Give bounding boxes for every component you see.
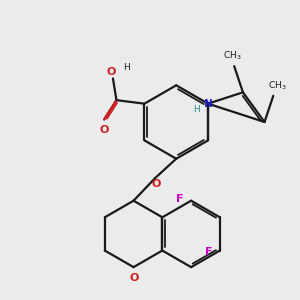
Text: H: H <box>194 106 200 115</box>
Text: CH$_3$: CH$_3$ <box>268 79 287 92</box>
Text: H: H <box>123 63 130 72</box>
Text: F: F <box>205 247 212 257</box>
Text: O: O <box>152 179 161 189</box>
Text: O: O <box>100 125 109 135</box>
Text: O: O <box>130 273 139 283</box>
Text: N: N <box>204 99 212 109</box>
Text: CH$_3$: CH$_3$ <box>223 50 242 62</box>
Text: F: F <box>176 194 183 204</box>
Text: O: O <box>106 67 116 77</box>
